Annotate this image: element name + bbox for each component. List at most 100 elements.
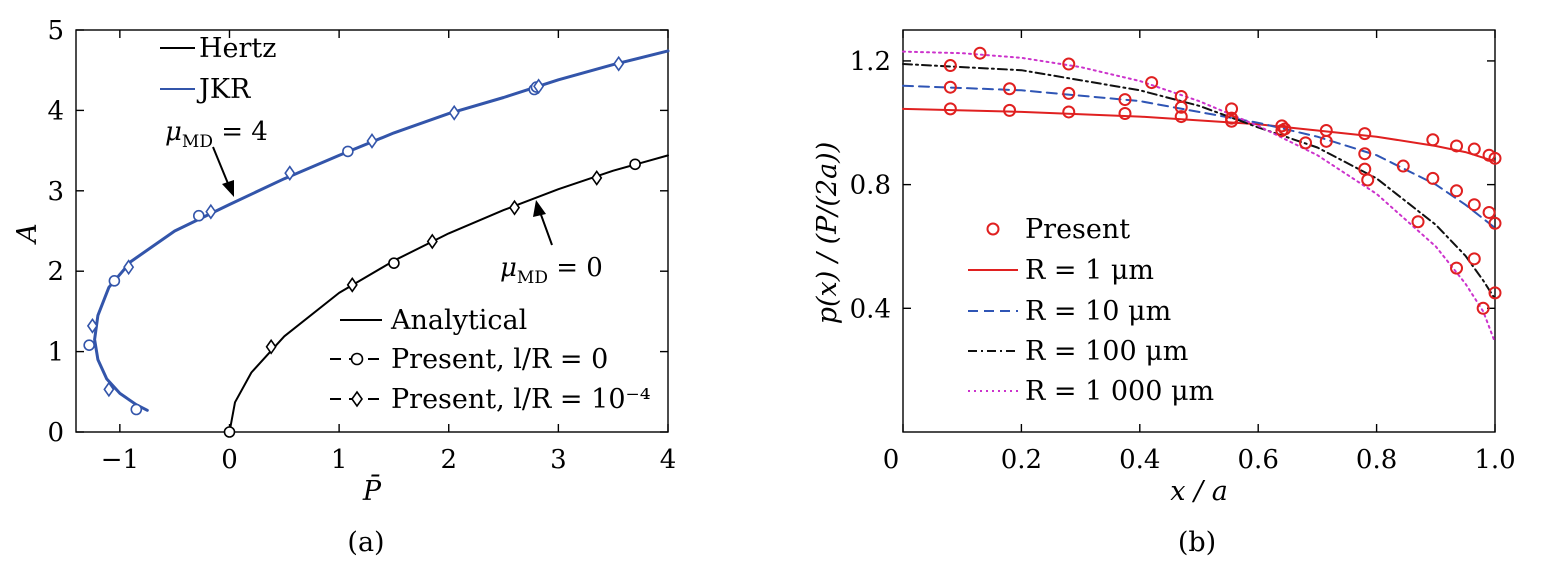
legend-r10-label: R = 10 μm [1025, 296, 1171, 327]
legend-present-marker [986, 222, 1000, 236]
panel-b-legend: Present R = 1 μm R = 10 μm R = 100 μm R … [968, 214, 1214, 407]
y-tick-label: 0.8 [850, 171, 891, 201]
panel-b-plot-frame [902, 29, 1496, 433]
x-tick-label: 0.8 [1356, 445, 1397, 475]
panel-a-ticks [76, 29, 669, 433]
panel-b-xlabel: x / a [1170, 476, 1228, 507]
annotation-mu-4: μMD = 4 [165, 117, 268, 197]
data-point-circle [973, 46, 987, 60]
legend-r1000-label: R = 1 000 μm [1025, 376, 1214, 407]
data-point-diamond [205, 203, 217, 220]
panel-b-markers [943, 46, 1502, 315]
data-point-circle [1426, 171, 1440, 185]
data-point-circle [1145, 76, 1159, 90]
data-point-circle [1358, 127, 1372, 141]
data-point-diamond [284, 165, 296, 182]
x-tick-label: 0.6 [1238, 445, 1279, 475]
x-tick-label: 0.4 [1119, 445, 1160, 475]
data-point-circle [1467, 142, 1481, 156]
series-line-r-100-m [902, 63, 1496, 300]
data-point-circle [1174, 110, 1188, 124]
x-tick-label: 1.0 [1474, 445, 1515, 475]
panel-a-legend-top: Hertz JKR [160, 33, 277, 105]
data-point-diamond [366, 133, 378, 149]
data-point-circle [1319, 134, 1333, 148]
data-point-circle [1358, 147, 1372, 161]
series-line-jkr [93, 49, 670, 412]
panel-a: −1 0 1 2 3 4 0 1 2 3 4 5 P̄ A (a) Hertz JKR μMD = 4… [12, 16, 676, 558]
data-point-circle [1488, 216, 1502, 230]
y-tick-label: 0 [47, 418, 64, 448]
x-tick-label: 0 [883, 445, 900, 475]
svg-text:μMD = 4: μMD = 4 [165, 117, 268, 152]
data-point-diamond [448, 104, 460, 121]
panel-a-xlabel: P̄ [362, 473, 382, 507]
legend-present-lr4-label: Present, l/R = 10⁻⁴ [391, 384, 651, 415]
data-point-circle [1062, 86, 1076, 100]
y-tick-label: 1.2 [850, 47, 891, 77]
legend-present-lr4-marker [351, 390, 363, 408]
panel-a-legend-bottom: Analytical Present, l/R = 0 Present, l/R… [330, 305, 651, 415]
y-tick-label: 5 [47, 16, 64, 46]
x-tick-label: 1 [331, 445, 348, 475]
panel-b-lines [902, 50, 1496, 344]
data-point-circle [192, 209, 205, 222]
data-point-circle [1411, 215, 1425, 229]
data-point-circle [1275, 119, 1289, 133]
data-point-circle [1118, 93, 1132, 107]
data-point-circle [1225, 111, 1239, 125]
data-point-diamond [123, 259, 135, 276]
annotation-mu-4-arrow [212, 146, 230, 187]
y-tick-label: 1 [47, 338, 64, 368]
annotation-mu-4-arrowhead [222, 180, 234, 197]
series-line-r-10-m [902, 84, 1496, 229]
data-point-circle [1488, 286, 1502, 300]
y-tick-label: 2 [47, 257, 64, 287]
data-point-diamond [591, 170, 603, 186]
data-point-diamond [426, 233, 438, 250]
panel-b-ticks [902, 30, 1496, 432]
data-point-circle [1275, 124, 1289, 137]
data-point-circle [1426, 133, 1440, 147]
data-point-diamond [613, 55, 625, 72]
panel-b-caption: (b) [1178, 527, 1216, 558]
panel-b: 0 0.2 0.4 0.6 0.8 1.0 0.4 0.8 1.2 x / a p(x) / (… [812, 29, 1516, 558]
data-point-circle [1467, 198, 1481, 212]
x-tick-label: 0.2 [1001, 445, 1042, 475]
data-point-diamond [533, 78, 545, 95]
panel-b-ylabel: p(x) / (P/(2a)) [812, 142, 843, 325]
legend-present-lr0-marker [350, 352, 364, 366]
data-point-circle [1225, 102, 1239, 116]
annotation-mu-0-arrow [539, 211, 553, 246]
data-point-diamond [508, 199, 521, 216]
panel-a-caption: (a) [347, 527, 384, 558]
legend-jkr-label: JKR [196, 74, 251, 105]
annotation-mu-0: μMD = 0 [500, 200, 603, 288]
annotation-mu-0-arrowhead [533, 200, 546, 217]
data-point-circle [629, 158, 641, 171]
data-point-circle [943, 59, 957, 73]
x-tick-label: 2 [440, 445, 457, 475]
data-point-circle [1450, 184, 1464, 198]
data-point-circle [1118, 106, 1132, 120]
legend-r100-label: R = 100 μm [1025, 336, 1188, 367]
x-tick-label: 3 [550, 445, 567, 475]
data-point-circle [1361, 173, 1375, 187]
data-point-circle [1299, 136, 1313, 150]
legend-present-label: Present [1025, 214, 1130, 245]
y-tick-label: 3 [47, 177, 64, 207]
data-point-circle [1174, 100, 1188, 114]
y-tick-label: 4 [47, 96, 64, 126]
data-point-circle [943, 80, 957, 94]
data-point-circle [1476, 301, 1490, 315]
series-line-r-1-000-m [902, 50, 1496, 344]
legend-r1-label: R = 1 μm [1025, 255, 1154, 286]
legend-analytical-label: Analytical [390, 305, 527, 336]
x-tick-label: 4 [660, 445, 677, 475]
legend-hertz-label: Hertz [199, 33, 277, 64]
series-line-r-1-m [902, 107, 1496, 163]
data-point-diamond [103, 381, 115, 398]
legend-present-lr0-label: Present, l/R = 0 [391, 344, 608, 375]
panel-a-plot-frame [75, 29, 669, 433]
panel-a-ylabel: A [12, 223, 43, 246]
